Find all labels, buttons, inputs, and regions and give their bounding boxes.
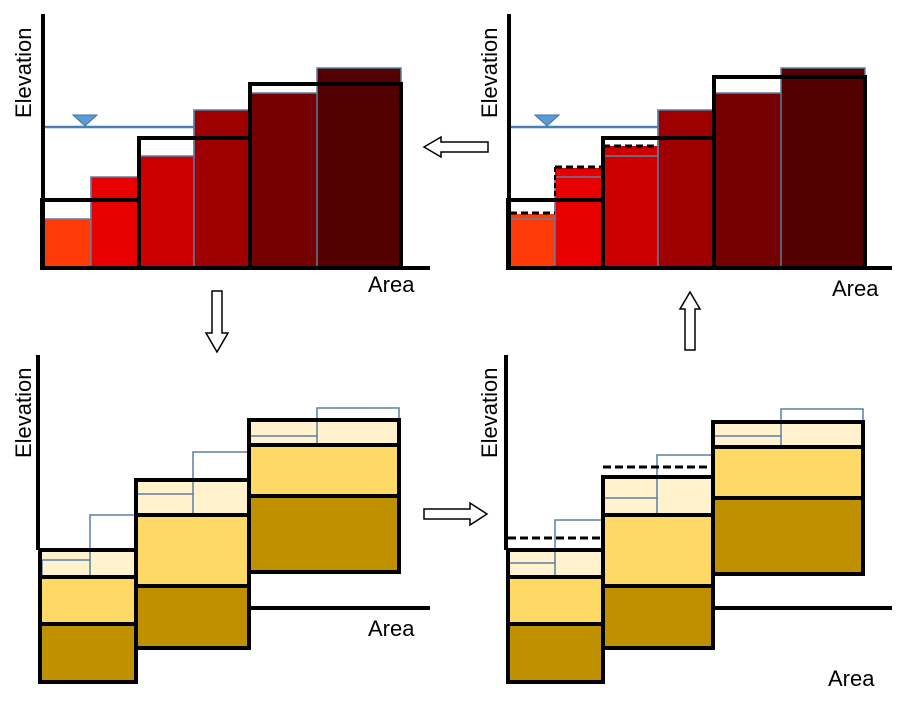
arrow-up-icon — [678, 290, 702, 351]
red-bar-3 — [603, 146, 658, 268]
arrow-right-icon — [423, 501, 489, 527]
red-bar-4 — [658, 110, 714, 268]
sand-layer-mid-1 — [508, 577, 603, 624]
sand-layer-dark-3 — [713, 498, 863, 574]
red-bar-3 — [139, 156, 194, 268]
water-level-triangle-icon — [533, 114, 561, 127]
red-bar-1 — [44, 219, 91, 268]
red-bar-1 — [510, 214, 555, 268]
sand-layer-dark-2 — [136, 586, 249, 648]
panel-top-right: Elevation Area — [477, 14, 892, 301]
sand-layer-dark-2 — [603, 586, 713, 648]
sand-layer-mid-2 — [603, 515, 713, 586]
y-axis-label: Elevation — [477, 27, 502, 118]
thin-profile — [508, 408, 864, 564]
x-axis-label: Area — [828, 666, 875, 691]
x-axis-label: Area — [368, 272, 415, 297]
y-axis-label: Elevation — [11, 27, 36, 118]
sand-layer-mid-1 — [40, 577, 136, 624]
red-bar-5 — [250, 93, 317, 268]
sand-layer-mid-2 — [136, 515, 249, 586]
thin-profile — [40, 407, 400, 561]
water-level-triangle-icon — [71, 114, 99, 127]
panel-bottom-right: Elevation Area — [477, 355, 892, 691]
panel-top-left: Elevation Area — [11, 14, 430, 297]
x-axis-label: Area — [832, 276, 879, 301]
arrow-down-icon — [204, 290, 230, 354]
panel-bottom-left: Elevation Area — [11, 355, 430, 684]
sand-layer-mid-3 — [249, 445, 399, 496]
red-bar-6 — [317, 68, 401, 268]
y-axis-label: Elevation — [11, 367, 36, 458]
red-bar-4 — [194, 110, 250, 268]
sand-layer-light-3 — [249, 420, 399, 445]
x-axis-label: Area — [368, 616, 415, 641]
red-bar-6 — [781, 68, 865, 268]
sand-layer-mid-3 — [713, 447, 863, 498]
red-bar-2 — [91, 177, 139, 268]
sand-layer-dark-3 — [249, 496, 399, 572]
arrow-left-icon — [422, 135, 489, 159]
sand-layer-dark-1 — [508, 624, 603, 682]
sand-layer-dark-1 — [40, 624, 136, 682]
sand-layer-light-1 — [40, 550, 136, 577]
red-bar-5 — [714, 93, 781, 268]
y-axis-label: Elevation — [477, 367, 502, 458]
red-bar-2 — [555, 168, 603, 268]
sand-layer-light-3 — [713, 422, 863, 447]
sand-layer-light-2 — [603, 477, 713, 515]
